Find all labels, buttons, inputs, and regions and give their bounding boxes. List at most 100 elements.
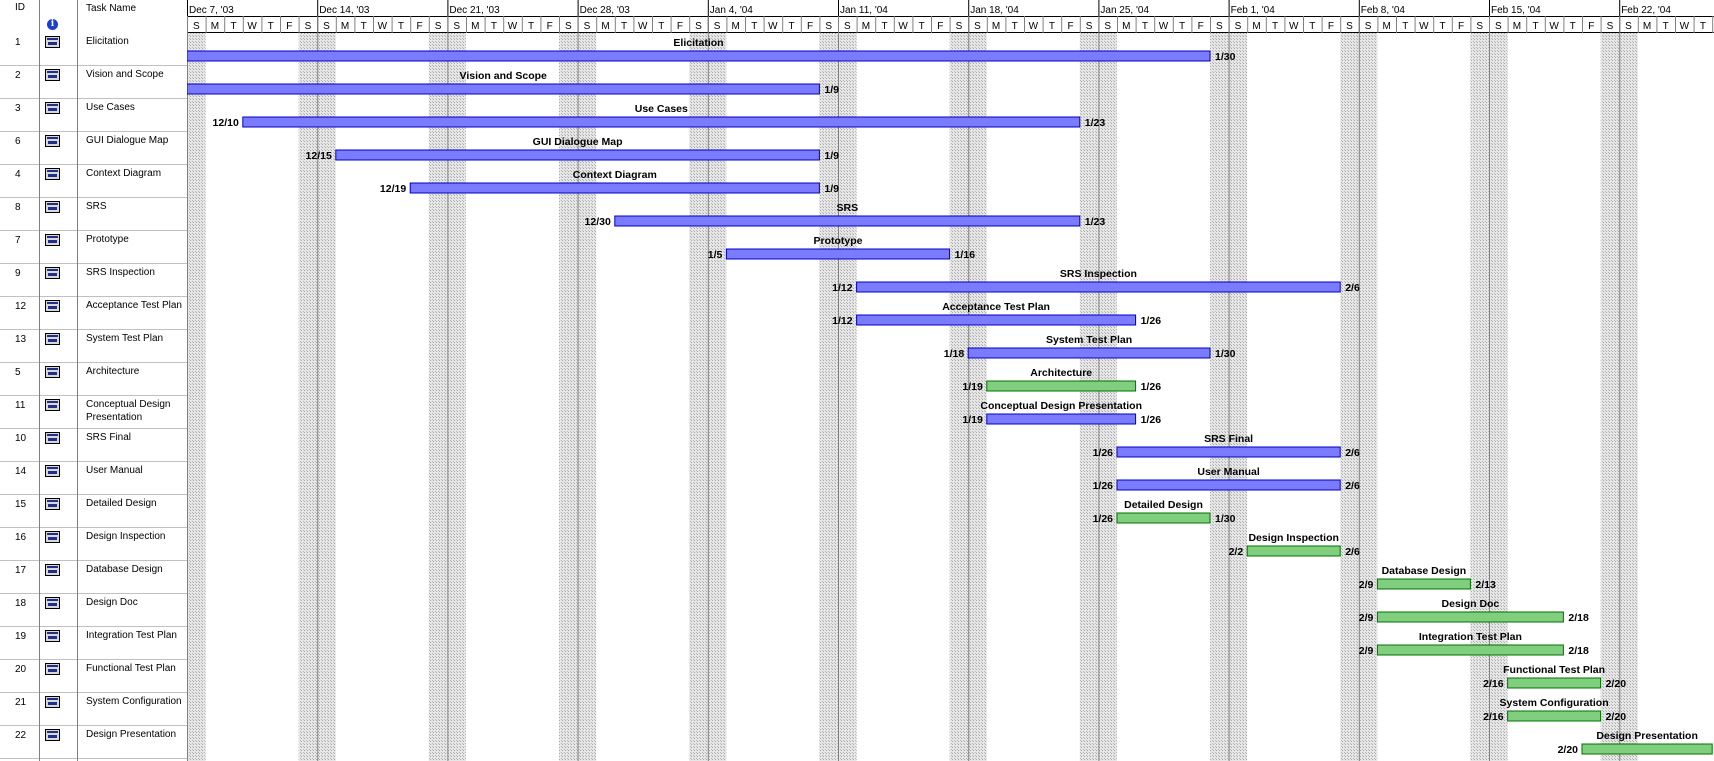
- task-name-cell[interactable]: SRS Inspection: [86, 267, 155, 278]
- task-indicator-icon[interactable]: [45, 135, 60, 147]
- weekend-shading: [559, 33, 578, 761]
- task-name-cell[interactable]: System Configuration: [86, 696, 182, 707]
- task-bar[interactable]: [335, 149, 820, 161]
- task-bar[interactable]: [986, 380, 1137, 392]
- task-name-cell[interactable]: Detailed Design: [86, 498, 157, 509]
- task-id: 10: [15, 433, 27, 444]
- task-bar-label: SRS Inspection: [1060, 268, 1137, 280]
- task-name-cell[interactable]: Vision and Scope: [86, 69, 164, 80]
- task-name-cell[interactable]: Use Cases: [86, 102, 135, 113]
- task-indicator-icon[interactable]: [45, 201, 60, 213]
- day-label: M: [1643, 21, 1651, 32]
- task-indicator-icon[interactable]: [45, 630, 60, 642]
- task-indicator-icon[interactable]: [45, 267, 60, 279]
- task-id: 17: [15, 565, 27, 576]
- task-indicator-icon[interactable]: [45, 498, 60, 510]
- task-bar[interactable]: [614, 215, 1081, 227]
- task-indicator-icon[interactable]: [45, 102, 60, 114]
- day-label: T: [1309, 21, 1315, 32]
- task-bar[interactable]: [967, 347, 1211, 359]
- start-date-label: 2/16: [1483, 678, 1504, 690]
- task-indicator-icon[interactable]: [45, 168, 60, 180]
- day-label: S: [453, 21, 460, 32]
- task-bar[interactable]: [187, 50, 1211, 62]
- task-name-cell[interactable]: Elicitation: [86, 36, 129, 47]
- day-label: W: [1549, 21, 1559, 32]
- task-name-cell[interactable]: Design Inspection: [86, 531, 166, 542]
- task-indicator-icon[interactable]: [45, 69, 60, 81]
- day-label: T: [1402, 21, 1408, 32]
- finish-date-label: 2/20: [1606, 678, 1627, 690]
- task-bar-label: Design Inspection: [1248, 532, 1338, 544]
- task-name-cell[interactable]: Design Presentation: [86, 729, 177, 740]
- task-bar-label: Database Design: [1382, 565, 1467, 577]
- finish-date-label: 1/16: [955, 249, 976, 261]
- task-bar[interactable]: [1116, 479, 1341, 491]
- id-column-header[interactable]: ID: [15, 2, 25, 13]
- task-id: 6: [15, 136, 21, 147]
- start-date-label: 2/2: [1229, 546, 1244, 558]
- row-divider: [0, 395, 187, 396]
- task-indicator-icon[interactable]: [45, 663, 60, 675]
- task-bar[interactable]: [1246, 545, 1341, 557]
- day-label: T: [658, 21, 664, 32]
- task-indicator-icon[interactable]: [45, 597, 60, 609]
- task-name-cell[interactable]: GUI Dialogue Map: [86, 135, 169, 146]
- task-name-cell[interactable]: Conceptual Design Presentation: [86, 399, 171, 423]
- task-name-cell[interactable]: Prototype: [86, 234, 129, 245]
- task-name-cell[interactable]: Database Design: [86, 564, 163, 575]
- day-label: S: [1235, 21, 1242, 32]
- start-date-label: 1/12: [832, 315, 853, 327]
- task-name-cell[interactable]: Design Doc: [86, 597, 138, 608]
- task-indicator-icon[interactable]: [45, 333, 60, 345]
- task-bar[interactable]: [725, 248, 951, 260]
- task-indicator-icon[interactable]: [45, 531, 60, 543]
- task-name-cell[interactable]: SRS: [86, 201, 107, 212]
- task-indicator-icon[interactable]: [45, 366, 60, 378]
- day-label: T: [788, 21, 794, 32]
- task-bar[interactable]: [1376, 644, 1564, 656]
- task-bar[interactable]: [409, 182, 820, 194]
- task-bar[interactable]: [1376, 611, 1564, 623]
- task-name-cell[interactable]: Functional Test Plan: [86, 663, 176, 674]
- task-name-cell[interactable]: Acceptance Test Plan: [86, 300, 182, 311]
- task-bar[interactable]: [1507, 677, 1602, 689]
- finish-date-label: 1/30: [1215, 513, 1236, 525]
- task-name-cell[interactable]: Integration Test Plan: [86, 630, 177, 641]
- task-name-cell[interactable]: System Test Plan: [86, 333, 164, 344]
- finish-date-label: 2/6: [1345, 480, 1360, 492]
- day-label: W: [1289, 21, 1299, 32]
- day-label: M: [1252, 21, 1260, 32]
- task-name-cell[interactable]: Context Diagram: [86, 168, 162, 179]
- task-bar[interactable]: [242, 116, 1081, 128]
- task-bar[interactable]: [1376, 578, 1471, 590]
- task-indicator-icon[interactable]: [45, 729, 60, 741]
- row-divider: [0, 428, 187, 429]
- task-name-column-header[interactable]: Task Name: [86, 3, 137, 14]
- info-icon[interactable]: i: [47, 19, 58, 30]
- task-name-cell[interactable]: User Manual: [86, 465, 143, 476]
- task-indicator-icon[interactable]: [45, 432, 60, 444]
- day-label: M: [1513, 21, 1521, 32]
- task-name-cell[interactable]: SRS Final: [86, 432, 132, 443]
- task-indicator-icon[interactable]: [45, 696, 60, 708]
- task-bar[interactable]: [856, 281, 1341, 293]
- task-id: 1: [15, 37, 21, 48]
- task-bar[interactable]: [856, 314, 1137, 326]
- task-bar[interactable]: [1116, 512, 1211, 524]
- task-bar[interactable]: [1581, 743, 1713, 755]
- gantt-chart: Dec 7, '03 Dec 14, '03 Dec 21, '03 Dec 28, …: [187, 0, 1714, 761]
- task-indicator-icon[interactable]: [45, 300, 60, 312]
- task-indicator-icon[interactable]: [45, 399, 60, 411]
- task-indicator-icon[interactable]: [45, 465, 60, 477]
- day-label: M: [1122, 21, 1130, 32]
- task-indicator-icon[interactable]: [45, 564, 60, 576]
- task-bar[interactable]: [986, 413, 1137, 425]
- task-bar-label: Vision and Scope: [460, 70, 547, 82]
- task-name-cell[interactable]: Architecture: [86, 366, 140, 377]
- task-bar[interactable]: [1116, 446, 1341, 458]
- task-bar[interactable]: [187, 83, 820, 95]
- task-indicator-icon[interactable]: [45, 234, 60, 246]
- task-bar[interactable]: [1507, 710, 1602, 722]
- task-indicator-icon[interactable]: [45, 36, 60, 48]
